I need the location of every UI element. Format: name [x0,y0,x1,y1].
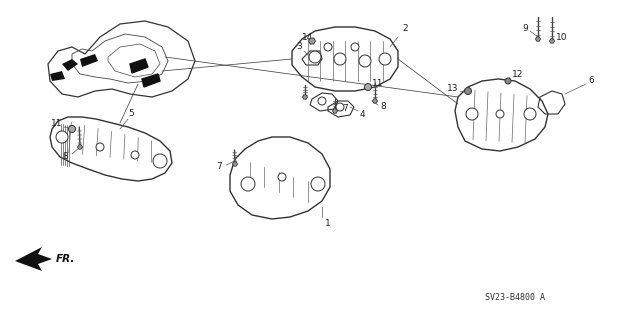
Circle shape [351,43,359,51]
Text: 7: 7 [342,105,348,114]
Text: 8: 8 [62,152,68,161]
Circle shape [496,110,504,118]
Text: 10: 10 [556,33,568,41]
Text: 5: 5 [128,109,134,118]
Circle shape [524,108,536,120]
Circle shape [324,43,332,51]
Polygon shape [333,109,337,113]
Polygon shape [142,74,160,87]
Polygon shape [308,38,316,44]
Circle shape [153,154,167,168]
Polygon shape [232,162,237,166]
Text: FR.: FR. [56,254,76,264]
Text: 8: 8 [380,102,386,112]
Polygon shape [372,99,378,103]
Circle shape [365,84,371,91]
Polygon shape [536,37,541,41]
Polygon shape [77,145,83,149]
Circle shape [278,173,286,181]
Circle shape [359,55,371,67]
Circle shape [68,125,76,132]
Circle shape [96,143,104,151]
Text: 11: 11 [51,120,62,129]
Text: SV23-B4800 A: SV23-B4800 A [485,293,545,301]
Text: 7: 7 [216,162,222,172]
Polygon shape [303,95,307,99]
Circle shape [336,103,344,111]
Circle shape [379,53,391,65]
Polygon shape [15,247,52,271]
Text: 14: 14 [302,33,314,41]
Polygon shape [62,59,78,71]
Text: 6: 6 [588,77,594,85]
Circle shape [311,177,325,191]
Circle shape [131,151,139,159]
Text: 11: 11 [372,79,383,88]
Circle shape [309,51,321,63]
Text: 4: 4 [360,110,365,120]
Text: 3: 3 [296,42,302,51]
Text: 1: 1 [325,219,331,227]
Circle shape [56,131,68,143]
Circle shape [465,87,472,94]
Circle shape [466,108,478,120]
Circle shape [505,78,511,84]
Text: 13: 13 [447,85,458,93]
Circle shape [334,53,346,65]
Text: 2: 2 [402,25,408,33]
Polygon shape [50,71,65,81]
Text: 9: 9 [522,25,528,33]
Circle shape [241,177,255,191]
Polygon shape [80,54,98,67]
Circle shape [318,97,326,105]
Text: 12: 12 [512,70,524,79]
Polygon shape [550,39,554,43]
Polygon shape [130,59,148,73]
